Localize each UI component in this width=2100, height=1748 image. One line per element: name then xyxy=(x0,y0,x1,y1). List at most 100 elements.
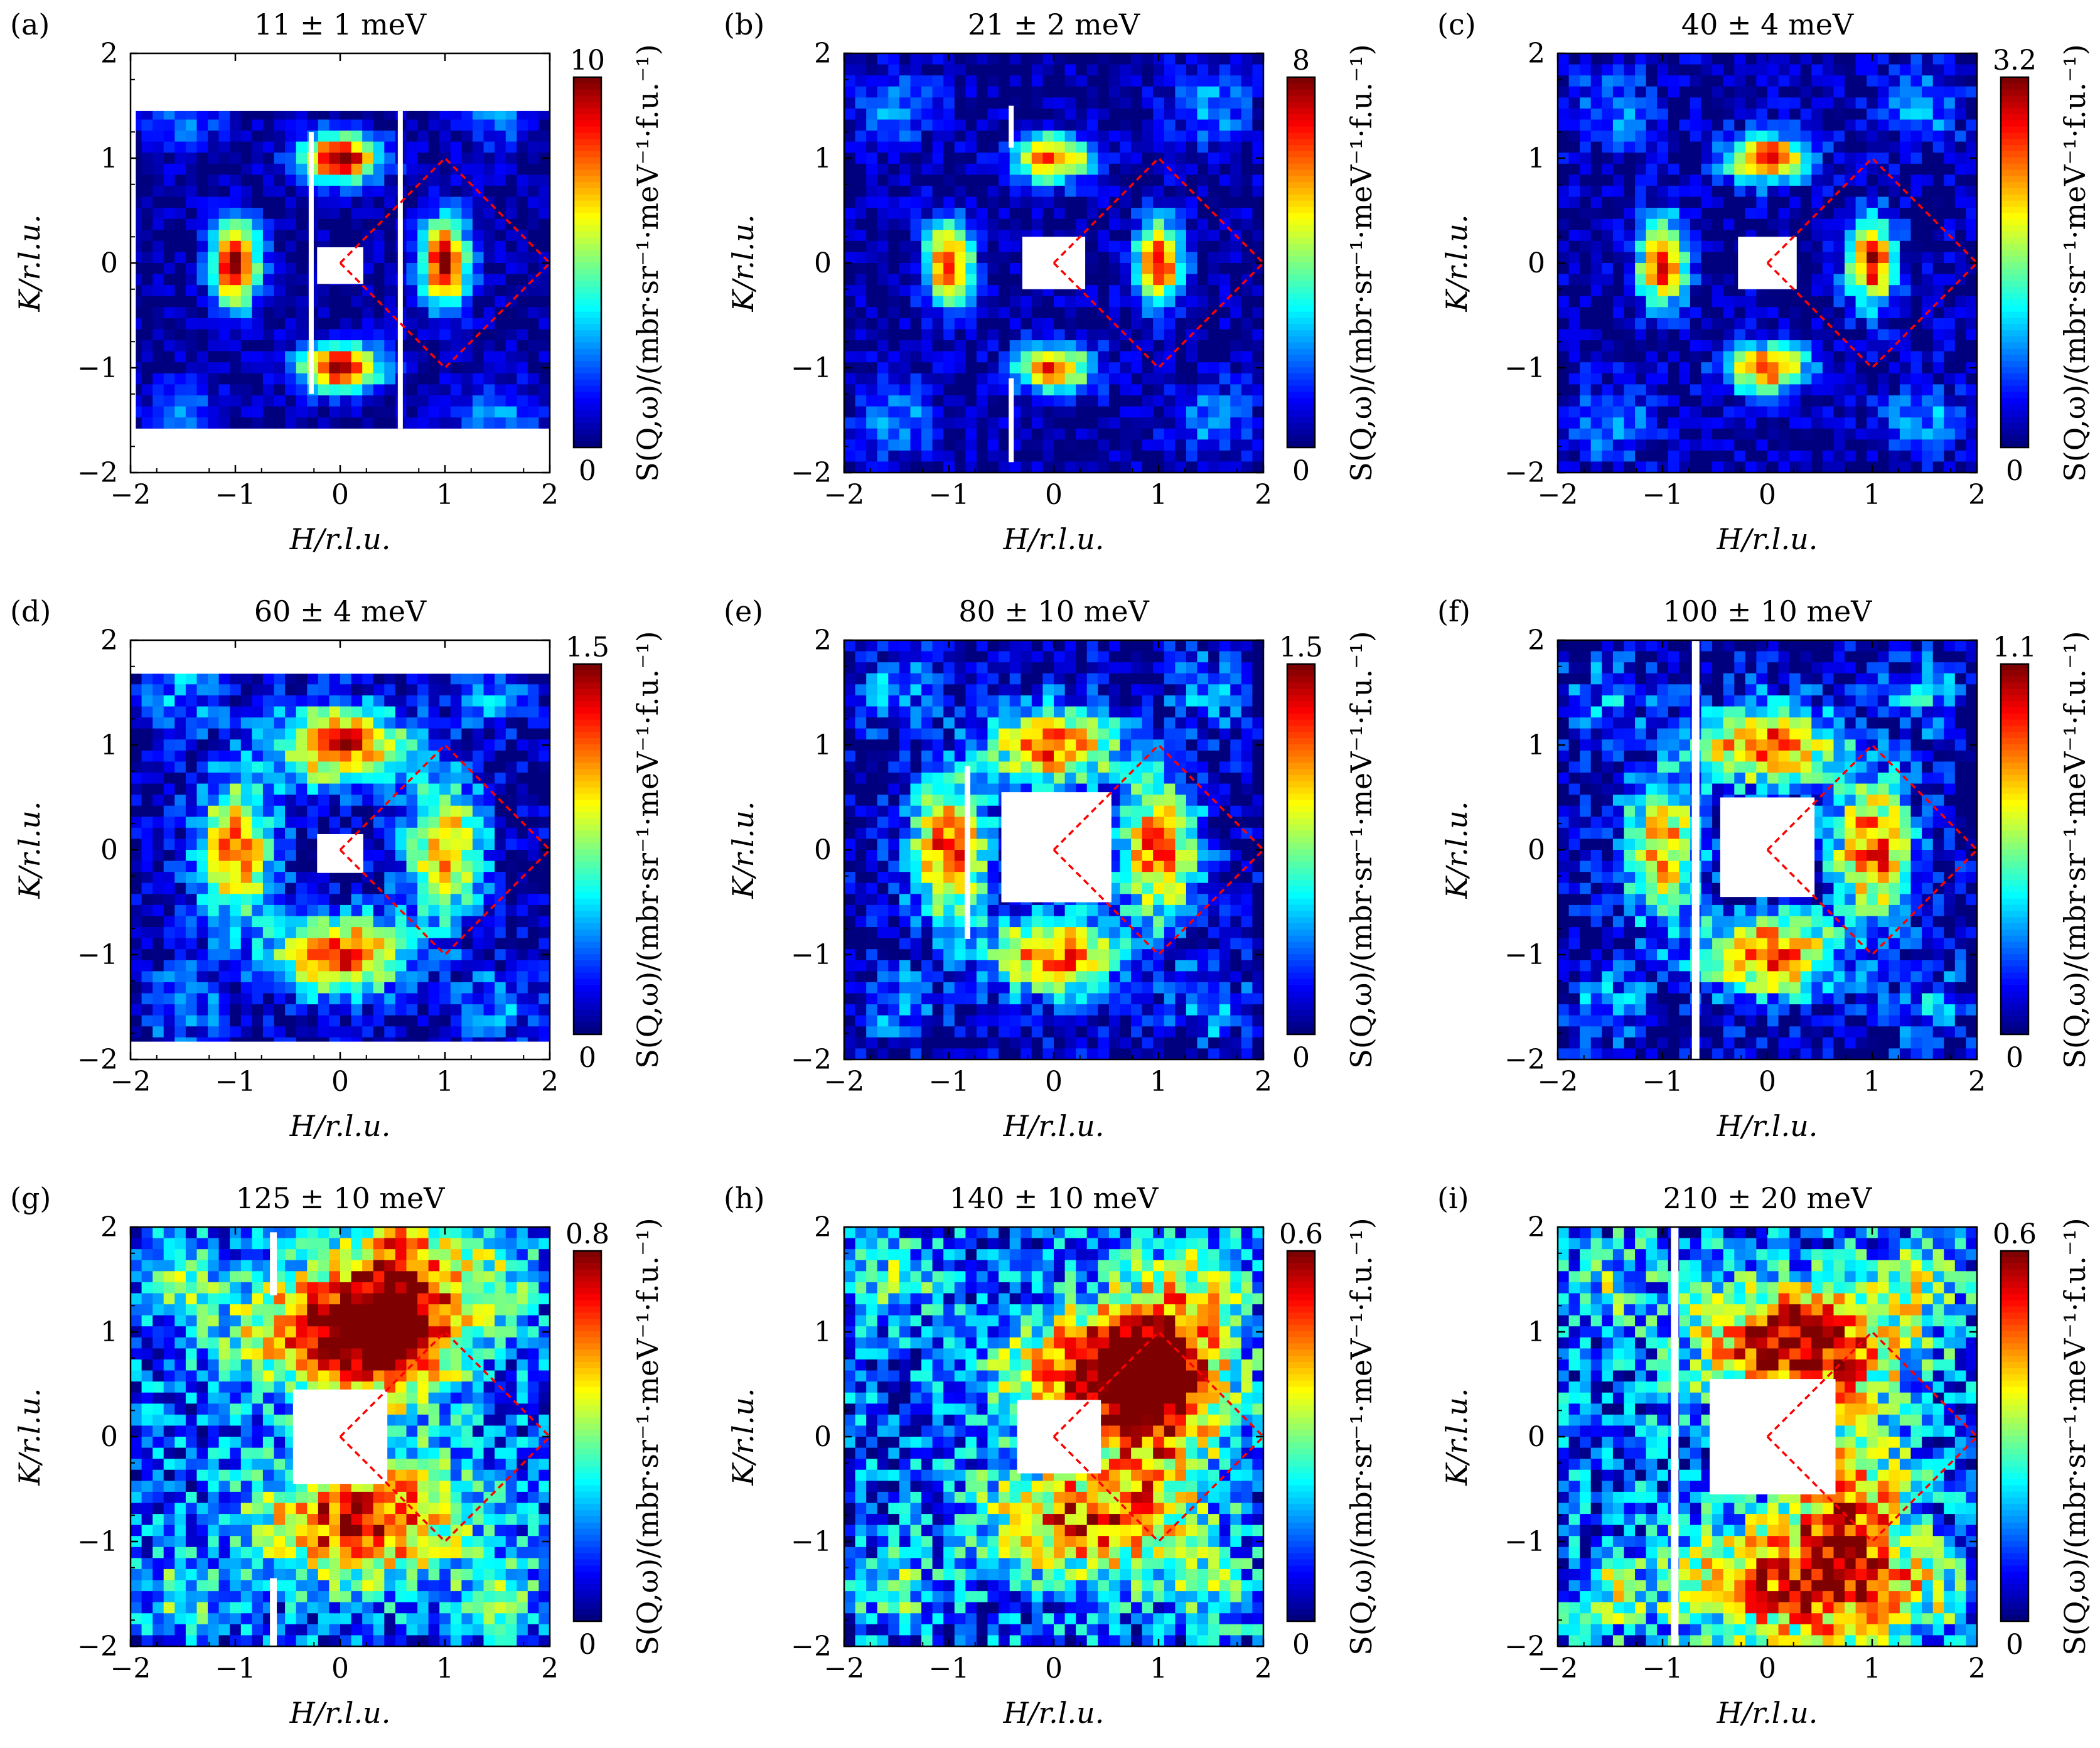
heatmap-cell xyxy=(1558,174,1570,186)
heatmap-cell xyxy=(954,86,966,98)
heatmap-cell xyxy=(153,993,164,1005)
heatmap-cell xyxy=(1800,53,1812,65)
colorbar-segment xyxy=(2001,305,2028,313)
heatmap-cell xyxy=(450,384,462,396)
heatmap-cell xyxy=(921,329,933,341)
heatmap-cell xyxy=(1822,131,1835,142)
heatmap-cell xyxy=(910,384,922,396)
heatmap-cell xyxy=(866,153,878,164)
heatmap-cell xyxy=(1624,461,1636,473)
heatmap-cell xyxy=(1219,351,1231,363)
heatmap-cell xyxy=(1142,384,1154,396)
heatmap-cell xyxy=(163,141,175,153)
heatmap-cell xyxy=(527,307,539,319)
heatmap-cell xyxy=(1197,428,1209,440)
heatmap-cell xyxy=(230,208,242,220)
heatmap-cell xyxy=(196,318,208,330)
heatmap-cell xyxy=(1612,417,1625,429)
heatmap-cell xyxy=(1031,75,1043,87)
heatmap-cell xyxy=(1175,450,1187,462)
colorbar-segment xyxy=(2001,176,2028,183)
heatmap-cell xyxy=(1954,174,1966,186)
colorbar-segment xyxy=(574,422,601,430)
heatmap-cell xyxy=(1646,285,1658,297)
heatmap-cell xyxy=(1624,450,1636,462)
heatmap-cell xyxy=(373,252,385,264)
heatmap-cell xyxy=(1153,108,1165,121)
heatmap-cell xyxy=(538,285,550,297)
heatmap-cell xyxy=(1175,362,1187,374)
heatmap-cell xyxy=(185,673,198,685)
heatmap-cell xyxy=(1054,174,1066,186)
heatmap-cell xyxy=(318,362,329,374)
heatmap-cell xyxy=(1252,373,1264,385)
heatmap-cell xyxy=(1922,406,1934,418)
heatmap-cell xyxy=(1778,362,1790,374)
heatmap-cell xyxy=(1756,439,1768,451)
heatmap-cell xyxy=(296,208,308,220)
heatmap-cell xyxy=(1602,450,1614,462)
heatmap-cell xyxy=(888,417,900,429)
colorbar-segment xyxy=(2001,108,2028,115)
heatmap-cell xyxy=(1822,384,1835,396)
heatmap-cell xyxy=(483,351,495,363)
heatmap-cell xyxy=(1580,307,1592,319)
heatmap-cell xyxy=(1922,230,1934,242)
heatmap-cell xyxy=(888,373,900,385)
heatmap-cell xyxy=(1568,318,1580,330)
heatmap-cell xyxy=(1657,174,1669,186)
heatmap-cell xyxy=(163,296,175,308)
heatmap-cell xyxy=(1734,373,1746,385)
heatmap-cell xyxy=(406,340,418,352)
heatmap-cell xyxy=(954,174,966,186)
heatmap-cell xyxy=(384,196,396,208)
heatmap-cell xyxy=(1076,373,1088,385)
heatmap-cell xyxy=(185,839,198,850)
heatmap-cell xyxy=(888,185,900,198)
heatmap-cell xyxy=(965,307,977,319)
colorbar-segment xyxy=(574,89,601,97)
heatmap-cell xyxy=(1888,196,1900,208)
heatmap-cell xyxy=(1734,53,1746,65)
heatmap-cell xyxy=(351,285,363,297)
heatmap-cell xyxy=(1568,119,1580,131)
heatmap-cell xyxy=(185,850,198,862)
heatmap-cell xyxy=(1745,208,1757,220)
heatmap-cell xyxy=(1635,340,1647,352)
heatmap-cell xyxy=(362,373,374,385)
heatmap-cell xyxy=(866,53,878,65)
heatmap-cell xyxy=(1558,450,1570,462)
heatmap-cell xyxy=(943,240,955,252)
heatmap-cell xyxy=(340,141,352,153)
heatmap-cell xyxy=(1624,64,1636,76)
heatmap-cell xyxy=(1712,373,1724,385)
heatmap-cell xyxy=(999,97,1010,109)
heatmap-cell xyxy=(943,373,955,385)
heatmap-cell xyxy=(1175,108,1187,121)
heatmap-cell xyxy=(1745,417,1757,429)
heatmap-cell xyxy=(141,938,153,950)
heatmap-cell xyxy=(1701,108,1713,121)
heatmap-cell xyxy=(318,351,329,363)
heatmap-cell xyxy=(483,108,495,121)
heatmap-cell xyxy=(1042,141,1054,153)
gap-line xyxy=(1009,378,1014,463)
heatmap-cell xyxy=(450,153,462,164)
heatmap-cell xyxy=(439,406,451,418)
heatmap-cell xyxy=(1252,461,1264,473)
heatmap-cell xyxy=(866,296,878,308)
heatmap-cell xyxy=(877,163,889,175)
heatmap-cell xyxy=(1833,218,1845,230)
heatmap-cell xyxy=(866,395,878,407)
heatmap-cell xyxy=(976,329,988,341)
heatmap-cell xyxy=(877,108,889,121)
heatmap-cell xyxy=(230,274,242,286)
heatmap-cell xyxy=(230,163,242,175)
heatmap-cell xyxy=(1021,439,1032,451)
heatmap-cell xyxy=(428,362,440,374)
heatmap-cell xyxy=(483,230,495,242)
heatmap-cell xyxy=(384,395,396,407)
heatmap-cell xyxy=(1877,97,1889,109)
heatmap-cell xyxy=(1054,329,1066,341)
